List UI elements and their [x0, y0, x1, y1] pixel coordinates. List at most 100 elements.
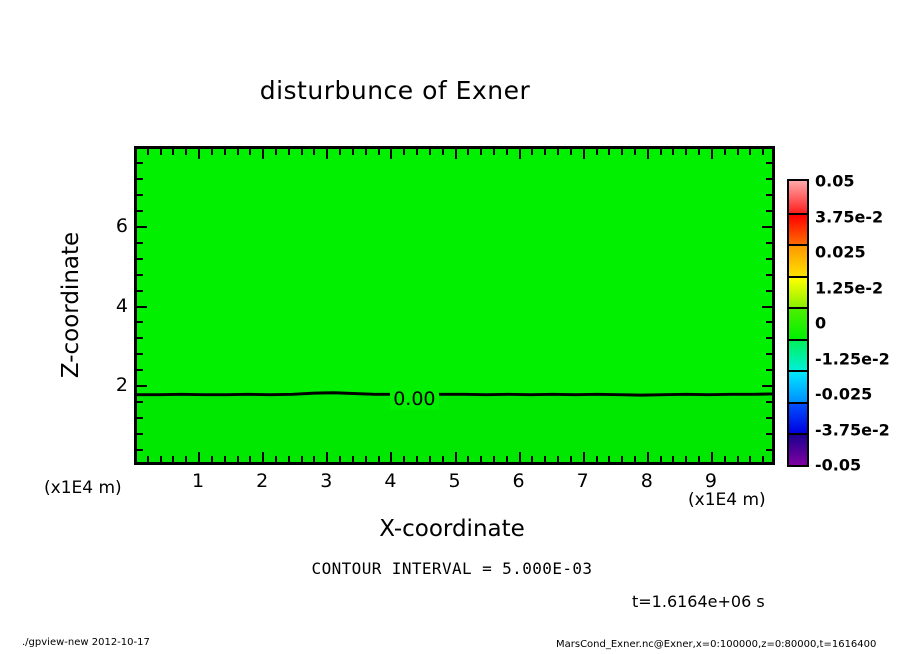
x-tick-label: 3: [320, 470, 333, 492]
tick-mark: [467, 149, 470, 155]
tick-mark: [159, 456, 162, 462]
tick-mark: [262, 149, 265, 159]
tick-mark: [569, 456, 572, 462]
tick-mark: [557, 149, 560, 155]
tick-mark: [766, 321, 772, 324]
colorbar-tick-label: 0: [815, 313, 827, 333]
tick-mark: [766, 193, 772, 196]
tick-mark: [137, 209, 143, 212]
x-axis-unit-left: (x1E4 m): [44, 478, 122, 498]
tick-mark: [428, 456, 431, 462]
tick-mark: [762, 305, 772, 308]
y-tick-label: 2: [115, 374, 128, 397]
colorbar-band: [789, 338, 807, 371]
tick-mark: [137, 273, 143, 276]
tick-mark: [621, 149, 624, 155]
tick-mark: [531, 149, 534, 155]
tick-mark: [454, 452, 457, 462]
tick-mark: [351, 456, 354, 462]
x-tick-label: 2: [256, 470, 269, 492]
tick-mark: [428, 149, 431, 155]
colorbar-tick-label: 0.05: [815, 171, 855, 191]
tick-mark: [766, 417, 772, 420]
colorbar: [787, 179, 809, 467]
tick-mark: [766, 241, 772, 244]
x-tick-label: 6: [512, 470, 525, 492]
tick-mark: [137, 177, 143, 180]
tick-mark: [137, 225, 147, 228]
tick-mark: [685, 149, 688, 155]
tick-mark: [518, 149, 521, 159]
colorbar-band: [789, 212, 807, 245]
tick-mark: [198, 149, 201, 159]
tick-mark: [441, 456, 444, 462]
tick-mark: [762, 456, 765, 462]
x-tick-label: 8: [640, 470, 653, 492]
tick-mark: [236, 149, 239, 155]
tick-mark: [137, 401, 143, 404]
tick-mark: [137, 161, 143, 164]
tick-mark: [659, 149, 662, 155]
tick-mark: [646, 452, 649, 462]
tick-mark: [569, 149, 572, 155]
tick-mark: [137, 337, 143, 340]
tick-mark: [766, 177, 772, 180]
tick-mark: [762, 385, 772, 388]
tick-mark: [137, 241, 143, 244]
tick-mark: [766, 209, 772, 212]
tick-mark: [159, 149, 162, 155]
colorbar-tick-label: -0.025: [815, 384, 873, 404]
tick-mark: [287, 456, 290, 462]
tick-mark: [766, 289, 772, 292]
tick-mark: [685, 456, 688, 462]
tick-mark: [137, 193, 143, 196]
tick-mark: [492, 149, 495, 155]
tick-mark: [659, 456, 662, 462]
tick-mark: [313, 456, 316, 462]
plot-canvas: [137, 149, 772, 462]
tick-mark: [146, 456, 149, 462]
time-annotation: t=1.6164e+06 s: [632, 592, 765, 611]
tick-mark: [621, 456, 624, 462]
tick-mark: [762, 225, 772, 228]
tick-mark: [210, 149, 213, 155]
tick-mark: [339, 149, 342, 155]
plot-area: 0.00: [134, 146, 775, 465]
tick-mark: [210, 456, 213, 462]
tick-mark: [608, 149, 611, 155]
tick-mark: [480, 456, 483, 462]
colorbar-band: [789, 244, 807, 276]
tick-mark: [416, 149, 419, 155]
x-axis-title: X-coordinate: [379, 516, 525, 542]
tick-mark: [441, 149, 444, 155]
tick-mark: [137, 385, 147, 388]
tick-mark: [236, 456, 239, 462]
tick-mark: [287, 149, 290, 155]
tick-mark: [723, 456, 726, 462]
x-tick-label: 5: [448, 470, 461, 492]
tick-mark: [454, 149, 457, 159]
y-axis-title: Z-coordinate: [58, 231, 84, 379]
colorbar-tick-label: 1.25e-2: [815, 278, 884, 297]
tick-mark: [766, 369, 772, 372]
tick-mark: [544, 456, 547, 462]
tick-mark: [416, 456, 419, 462]
x-tick-label: 7: [576, 470, 589, 492]
tick-mark: [557, 456, 560, 462]
tick-mark: [137, 433, 143, 436]
tick-mark: [582, 452, 585, 462]
colorbar-band: [789, 307, 807, 339]
tick-mark: [766, 273, 772, 276]
tick-mark: [390, 452, 393, 462]
tick-mark: [313, 149, 316, 155]
tick-mark: [377, 149, 380, 155]
colorbar-band: [789, 370, 807, 402]
tick-mark: [467, 456, 470, 462]
tick-mark: [137, 369, 143, 372]
colorbar-band: [789, 275, 807, 308]
footer-source: MarsCond_Exner.nc@Exner,x=0:100000,z=0:8…: [556, 639, 877, 650]
tick-mark: [582, 149, 585, 159]
tick-mark: [531, 456, 534, 462]
tick-mark: [339, 456, 342, 462]
tick-mark: [262, 452, 265, 462]
